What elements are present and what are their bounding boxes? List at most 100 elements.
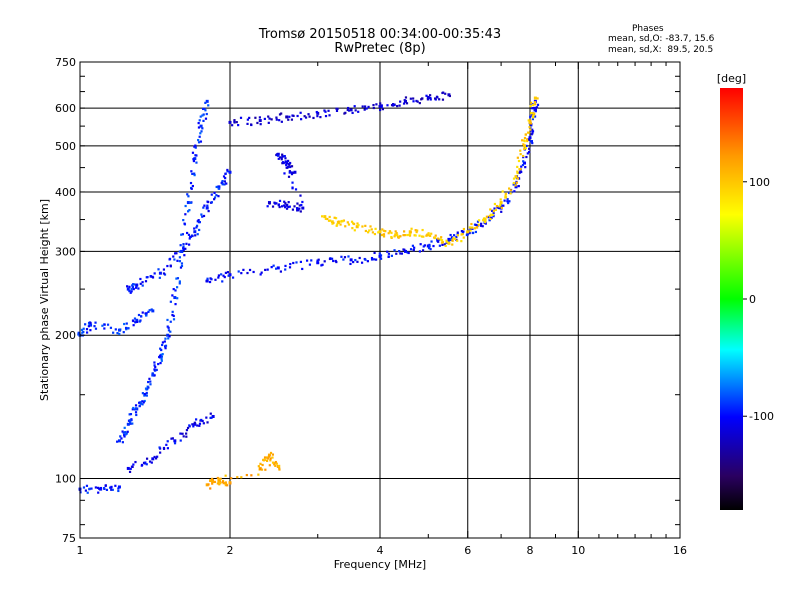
echo-mark xyxy=(89,329,92,332)
echo-mark xyxy=(197,121,200,125)
echo-mark xyxy=(120,437,123,440)
echo-mark xyxy=(131,465,134,469)
echo-mark xyxy=(404,96,408,99)
data-point xyxy=(285,161,289,165)
echo-mark xyxy=(281,155,284,158)
echo-mark xyxy=(252,270,255,274)
echo-mark xyxy=(450,236,454,239)
echo-mark xyxy=(316,259,319,262)
echo-mark xyxy=(332,259,335,263)
y-tick-label: 400 xyxy=(55,186,76,199)
echo-mark xyxy=(168,257,172,261)
echo-mark xyxy=(217,276,220,279)
echo-mark xyxy=(151,372,154,375)
echo-mark xyxy=(187,233,191,236)
echo-mark xyxy=(518,168,521,171)
echo-mark xyxy=(153,361,156,364)
echo-mark xyxy=(482,219,485,222)
echo-mark xyxy=(153,374,156,377)
data-point xyxy=(205,483,209,487)
echo-mark xyxy=(123,433,126,437)
echo-mark xyxy=(525,138,529,141)
echo-mark xyxy=(144,387,148,390)
echo-mark xyxy=(299,194,302,197)
echo-mark xyxy=(145,391,148,395)
echo-mark xyxy=(270,118,273,121)
echo-mark xyxy=(220,273,223,276)
echo-mark xyxy=(184,247,187,250)
echo-mark xyxy=(484,219,487,223)
echo-mark xyxy=(118,332,121,336)
echo-mark xyxy=(166,318,169,322)
echo-mark xyxy=(224,474,227,477)
echo-mark xyxy=(514,175,517,178)
data-point xyxy=(447,241,451,245)
echo-mark xyxy=(415,99,418,103)
echo-mark xyxy=(187,195,190,198)
echo-mark xyxy=(227,274,230,277)
echo-mark xyxy=(102,487,106,490)
echo-mark xyxy=(294,188,298,191)
echo-mark xyxy=(367,231,370,234)
echo-mark xyxy=(130,290,133,293)
echo-mark xyxy=(387,232,390,235)
echo-mark xyxy=(154,365,157,369)
echo-mark xyxy=(287,118,290,121)
echo-mark xyxy=(283,155,286,158)
echo-mark xyxy=(160,355,164,358)
echo-mark xyxy=(186,426,190,430)
echo-mark xyxy=(166,325,169,328)
data-point xyxy=(205,99,209,103)
echo-mark xyxy=(395,252,398,255)
colorbar-tick-label: 100 xyxy=(749,176,770,189)
echo-mark xyxy=(379,257,383,260)
echo-mark xyxy=(164,347,167,350)
echo-mark xyxy=(531,132,534,135)
echo-mark xyxy=(134,404,138,407)
echo-mark xyxy=(418,101,421,105)
echo-mark xyxy=(289,165,292,169)
echo-mark xyxy=(153,455,156,459)
echo-mark xyxy=(386,250,389,253)
echo-mark xyxy=(188,237,191,240)
echo-mark xyxy=(98,487,101,490)
echo-mark xyxy=(193,227,196,230)
echo-mark xyxy=(84,323,87,326)
echo-mark xyxy=(426,233,429,236)
echo-mark xyxy=(296,209,299,212)
echo-mark xyxy=(489,216,493,219)
echo-mark xyxy=(365,107,368,110)
data-point xyxy=(126,287,130,291)
echo-mark xyxy=(340,255,343,258)
echo-mark xyxy=(344,225,347,228)
echo-mark xyxy=(490,209,494,212)
echo-mark xyxy=(508,187,511,190)
echo-mark xyxy=(380,233,384,237)
echo-mark xyxy=(178,282,181,285)
echo-mark xyxy=(274,202,277,205)
data-point xyxy=(180,249,184,253)
echo-mark xyxy=(429,94,432,97)
echo-mark xyxy=(519,153,522,156)
echo-mark xyxy=(208,280,212,284)
echo-mark xyxy=(275,116,278,119)
echo-mark xyxy=(222,482,225,485)
echo-mark xyxy=(212,480,215,484)
echo-mark xyxy=(284,202,287,205)
echo-mark xyxy=(292,261,295,265)
echo-mark xyxy=(531,118,534,121)
echo-mark xyxy=(366,260,369,263)
echo-mark xyxy=(447,240,450,243)
echo-mark xyxy=(193,174,196,177)
echo-mark xyxy=(434,236,437,240)
echo-mark xyxy=(344,111,347,114)
echo-mark xyxy=(89,321,92,325)
echo-mark xyxy=(491,213,494,217)
colorbar-label: [deg] xyxy=(717,72,746,85)
echo-mark xyxy=(316,115,319,118)
echo-mark xyxy=(145,394,148,397)
echo-mark xyxy=(352,222,356,226)
echo-mark xyxy=(277,157,280,160)
echo-mark xyxy=(513,190,516,193)
echo-mark xyxy=(226,168,229,172)
